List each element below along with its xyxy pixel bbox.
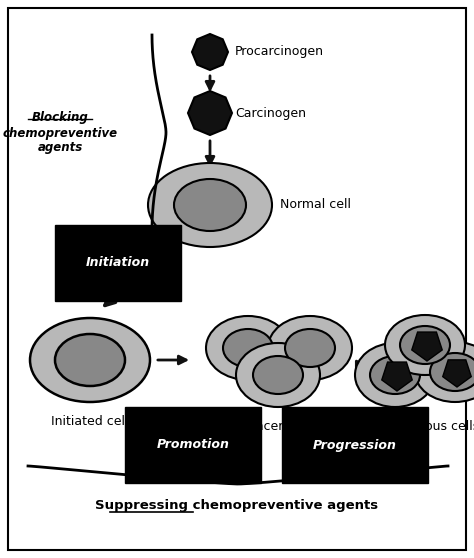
Ellipse shape <box>400 326 450 364</box>
Ellipse shape <box>236 343 320 407</box>
Ellipse shape <box>55 334 125 386</box>
Text: Carcinogen: Carcinogen <box>235 107 306 119</box>
Ellipse shape <box>206 316 290 380</box>
Polygon shape <box>443 360 471 387</box>
Polygon shape <box>188 91 232 135</box>
Polygon shape <box>412 332 442 361</box>
Ellipse shape <box>415 342 474 402</box>
Ellipse shape <box>253 356 303 394</box>
Polygon shape <box>382 362 412 391</box>
Text: Procarcinogen: Procarcinogen <box>235 46 324 59</box>
Text: Progression: Progression <box>313 439 397 451</box>
Ellipse shape <box>223 329 273 367</box>
Text: Promotion: Promotion <box>156 439 229 451</box>
Ellipse shape <box>370 356 420 394</box>
Text: Initiated cell: Initiated cell <box>51 415 129 428</box>
Text: Suppressing chemopreventive agents: Suppressing chemopreventive agents <box>95 499 379 512</box>
Text: Normal cell: Normal cell <box>280 199 351 211</box>
Ellipse shape <box>355 343 435 407</box>
Text: Blocking
chemopreventive
agents: Blocking chemopreventive agents <box>2 112 118 155</box>
Ellipse shape <box>30 318 150 402</box>
Ellipse shape <box>148 163 272 247</box>
Ellipse shape <box>385 315 465 375</box>
Ellipse shape <box>285 329 335 367</box>
Polygon shape <box>192 34 228 70</box>
Text: Precancerous cells: Precancerous cells <box>221 420 337 433</box>
Text: Cancerous cells: Cancerous cells <box>381 420 474 433</box>
Ellipse shape <box>430 353 474 391</box>
Ellipse shape <box>174 179 246 231</box>
Ellipse shape <box>268 316 352 380</box>
Text: Initiation: Initiation <box>86 257 150 270</box>
